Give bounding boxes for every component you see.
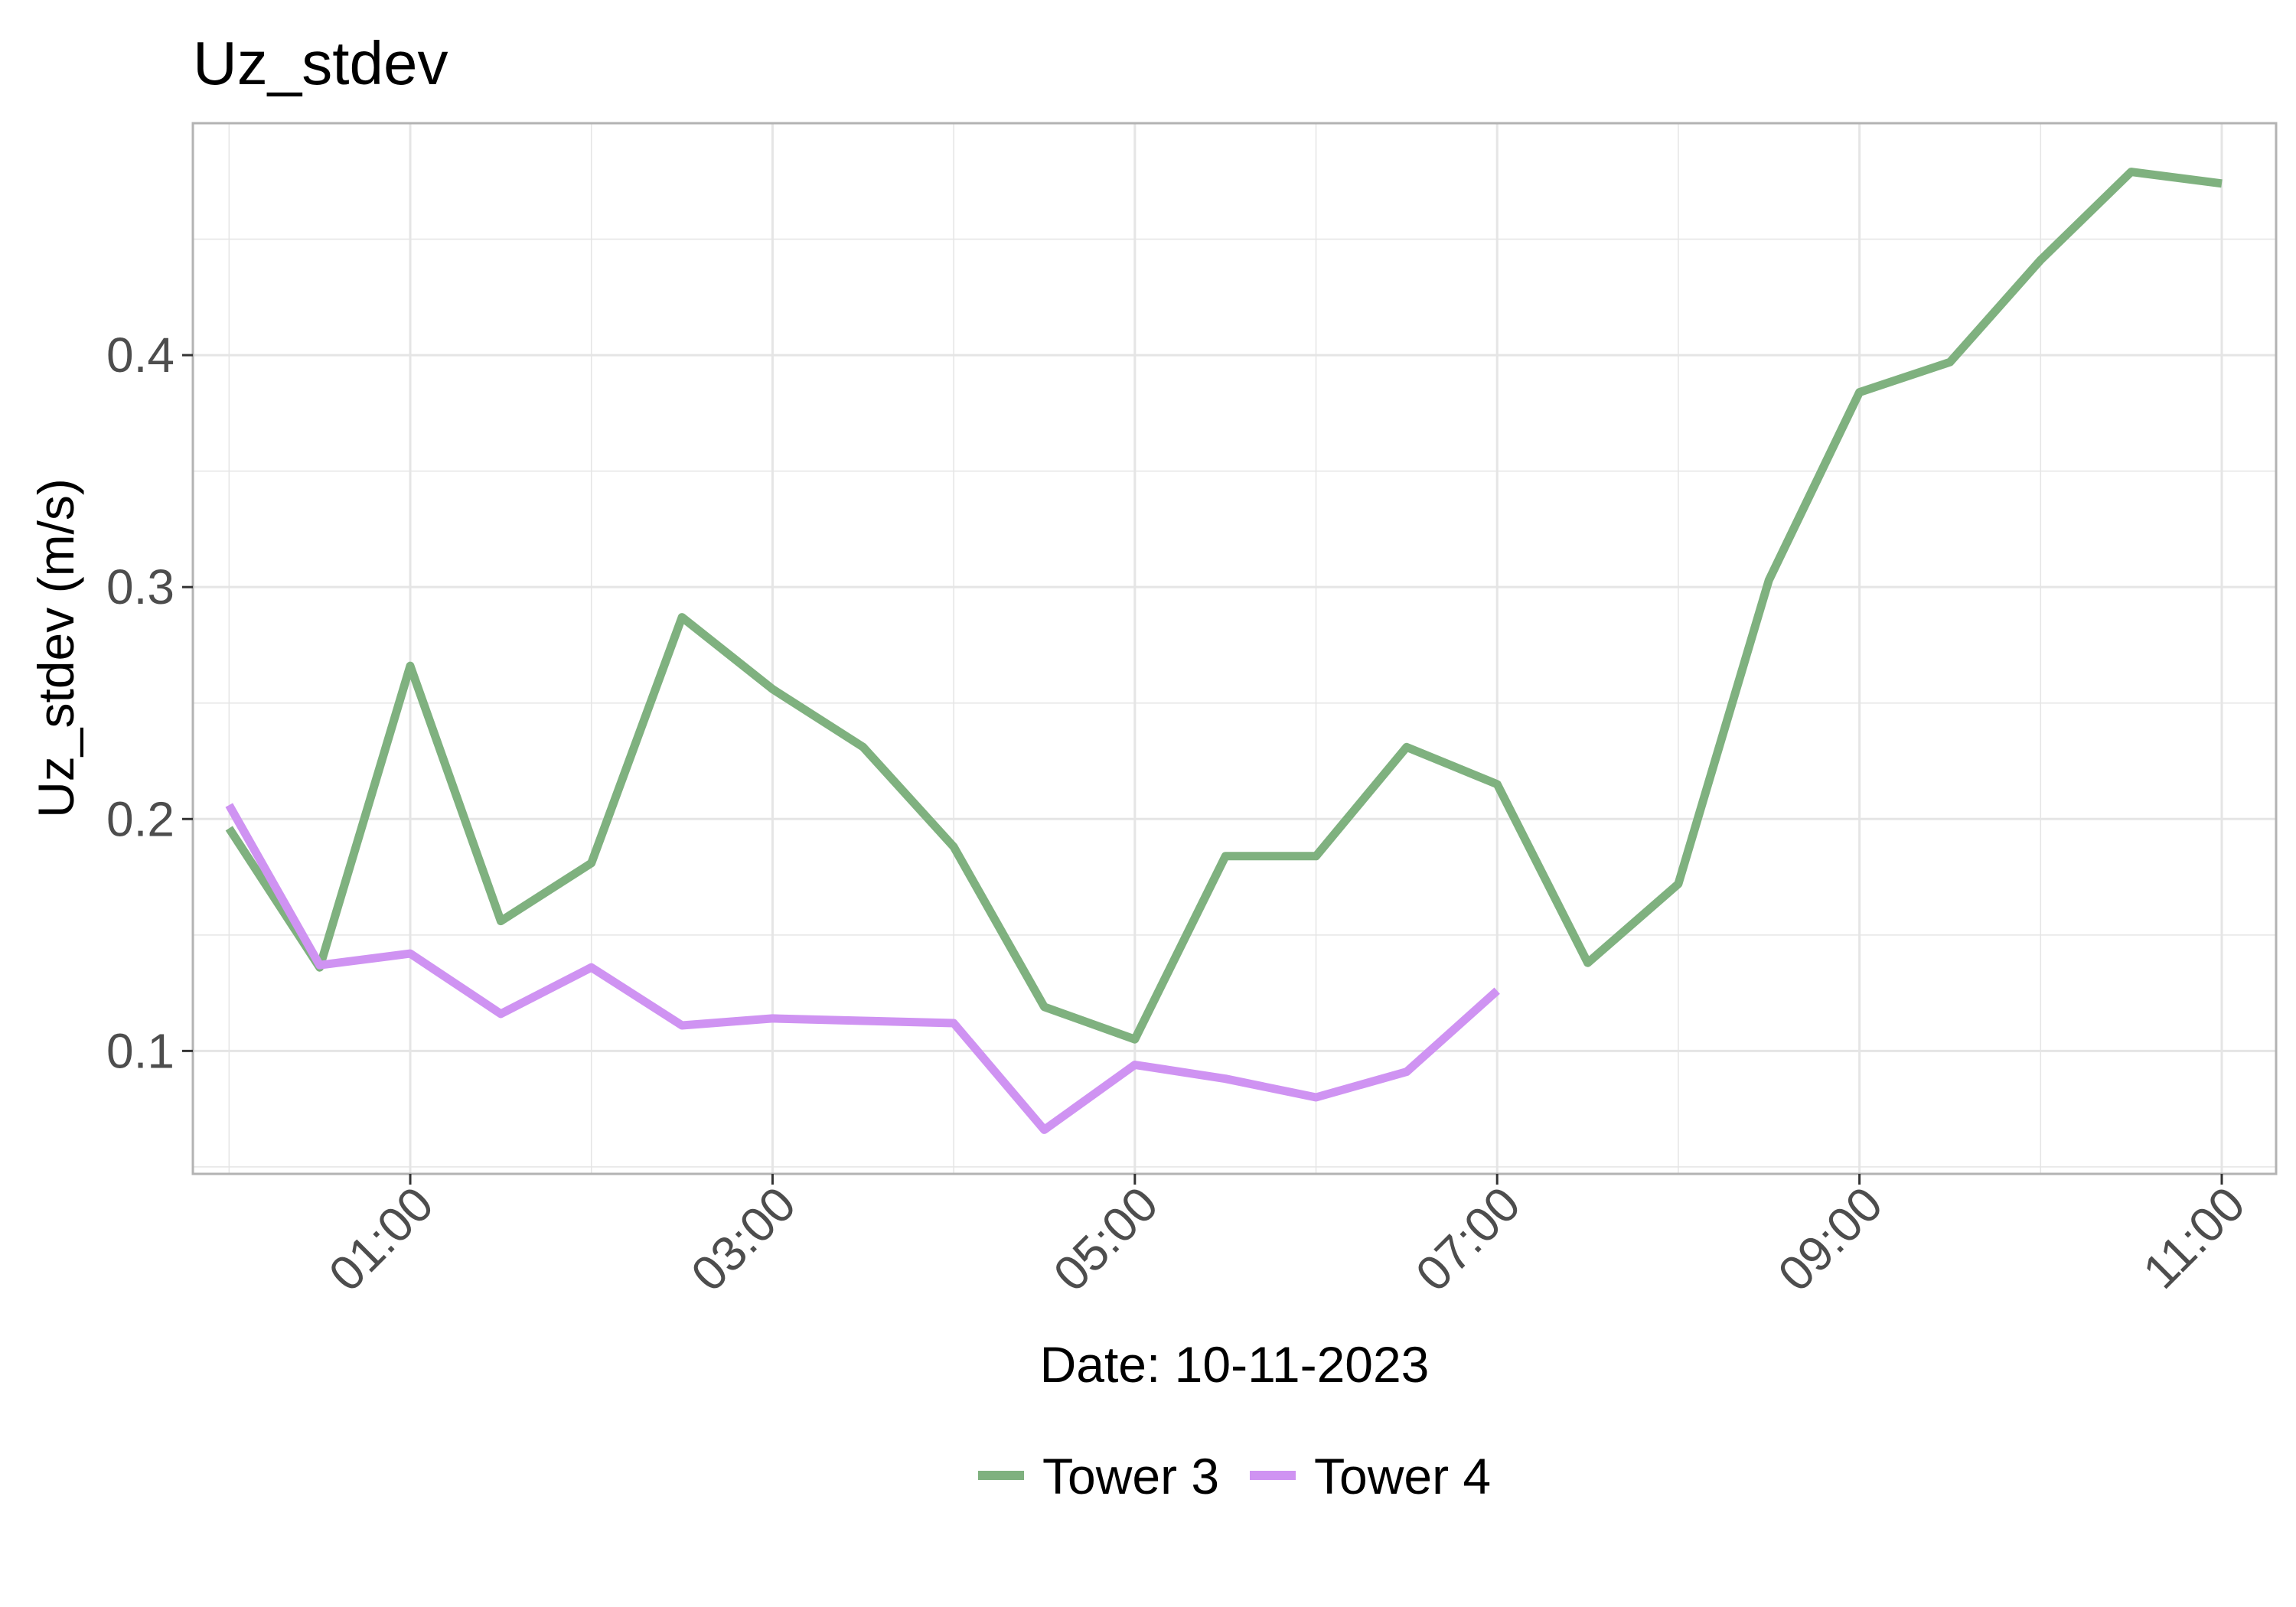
legend-label-2: Tower 4 <box>1314 1448 1491 1504</box>
y-axis: 0.1 0.2 0.3 0.4 <box>106 328 193 1078</box>
y-axis-title: Uz_stdev (m/s) <box>28 478 84 818</box>
plot-border <box>191 122 2278 1175</box>
series-line-2 <box>225 803 1500 1134</box>
x-tick-label: 09:00 <box>1767 1176 1893 1302</box>
x-tick-label: 07:00 <box>1405 1176 1531 1302</box>
y-tick-label: 0.2 <box>106 791 174 846</box>
plot-panel <box>193 123 2276 1174</box>
legend-label-1: Tower 3 <box>1042 1448 1219 1504</box>
x-axis-title: Date: 10-11-2023 <box>1040 1336 1430 1393</box>
y-tick-label: 0.1 <box>106 1023 174 1078</box>
x-axis: 01:00 03:00 05:00 07:00 09:00 11:00 <box>318 1174 2255 1302</box>
x-tick-label: 03:00 <box>680 1176 806 1302</box>
chart-title: Uz_stdev <box>193 29 448 97</box>
y-tick-label: 0.4 <box>106 328 174 383</box>
x-tick-label: 01:00 <box>318 1176 444 1302</box>
legend: Tower 3 Tower 4 <box>978 1448 1491 1504</box>
series-lines <box>225 168 2223 1134</box>
x-tick-label: 11:00 <box>2132 1176 2255 1299</box>
y-tick-label: 0.3 <box>106 559 174 614</box>
series-line-1 <box>225 168 2223 1044</box>
x-tick-label: 05:00 <box>1043 1176 1169 1302</box>
